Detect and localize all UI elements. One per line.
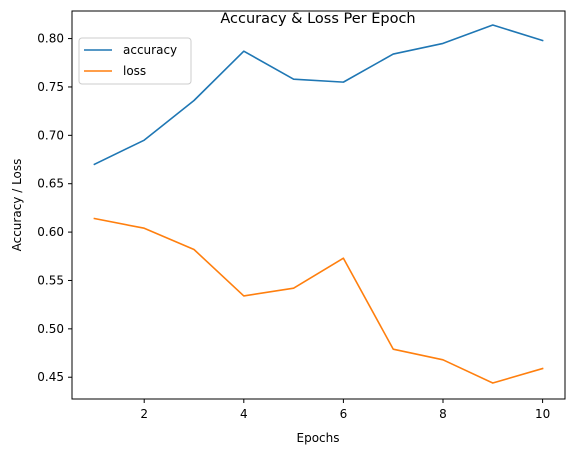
data-point-accuracy — [292, 78, 294, 80]
data-point-loss — [292, 287, 294, 289]
legend-label-accuracy: accuracy — [123, 43, 177, 57]
plot-area-frame — [71, 10, 566, 400]
data-point-accuracy — [93, 163, 95, 165]
data-point-loss — [193, 248, 195, 250]
x-axis-title: Epochs — [297, 431, 340, 445]
data-point-loss — [342, 257, 344, 259]
data-point-accuracy — [193, 99, 195, 101]
legend-label-loss: loss — [123, 64, 146, 78]
data-point-loss — [243, 295, 245, 297]
y-tick-label: 0.50 — [37, 322, 64, 336]
data-point-accuracy — [243, 50, 245, 52]
data-point-loss — [492, 382, 494, 384]
series-layer — [93, 24, 544, 384]
data-point-loss — [442, 359, 444, 361]
data-point-accuracy — [541, 39, 543, 41]
y-axis-title: Accuracy / Loss — [10, 159, 24, 252]
data-point-accuracy — [442, 42, 444, 44]
chart-title: Accuracy & Loss Per Epoch — [220, 11, 415, 27]
x-tick-label: 2 — [140, 407, 148, 421]
data-point-accuracy — [392, 53, 394, 55]
legend: accuracy loss — [78, 37, 192, 85]
data-point-loss — [541, 367, 543, 369]
y-tick-label: 0.55 — [37, 273, 64, 287]
x-axis-ticks: 2 4 6 8 10 — [140, 399, 550, 421]
data-point-loss — [93, 217, 95, 219]
x-tick-label: 10 — [535, 407, 550, 421]
x-tick-label: 6 — [340, 407, 348, 421]
x-tick-label: 4 — [240, 407, 248, 421]
y-axis-ticks: 0.45 0.50 0.55 0.60 0.65 0.70 0.75 0.80 — [37, 32, 72, 384]
data-point-accuracy — [492, 24, 494, 26]
data-point-loss — [143, 227, 145, 229]
x-tick-label: 8 — [439, 407, 447, 421]
series-line-loss — [93, 217, 544, 384]
data-point-accuracy — [143, 139, 145, 141]
y-tick-label: 0.80 — [37, 32, 64, 46]
y-tick-label: 0.75 — [37, 80, 64, 94]
data-point-accuracy — [342, 81, 344, 83]
y-tick-label: 0.65 — [37, 177, 64, 191]
data-point-loss — [392, 348, 394, 350]
series-line-accuracy — [93, 24, 544, 166]
y-tick-label: 0.60 — [37, 225, 64, 239]
y-tick-label: 0.70 — [37, 128, 64, 142]
y-tick-label: 0.45 — [37, 370, 64, 384]
